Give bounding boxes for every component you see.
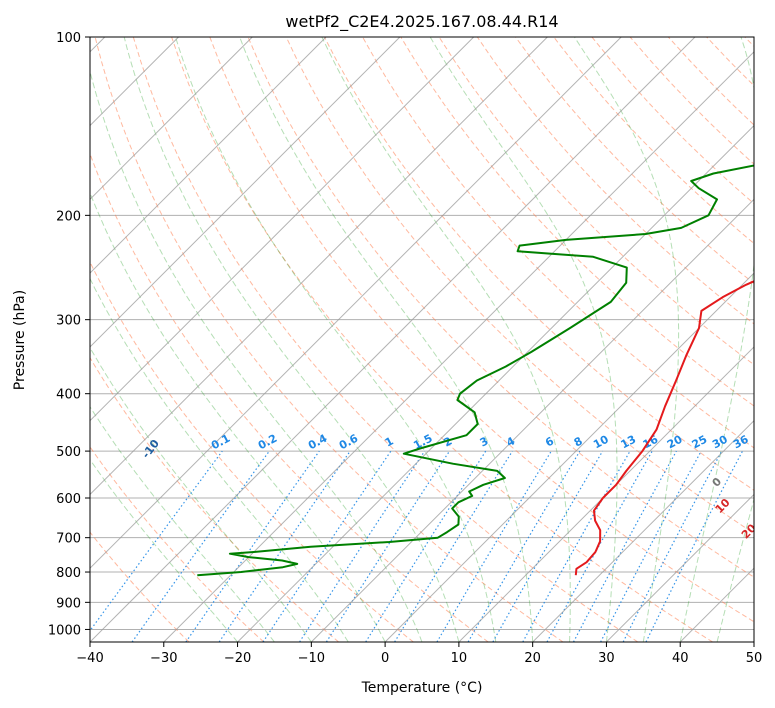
y-tick-label: 900: [56, 596, 81, 611]
mixing-ratio-line: [90, 450, 223, 632]
dry-adiabat-line: [90, 446, 265, 642]
dry-adiabat-line: [323, 37, 754, 491]
y-tick-label: 200: [56, 209, 81, 224]
x-axis-ticks: −40 −30 −20 −10 0 10 20 30 40 50: [76, 642, 762, 666]
y-tick-label: 500: [56, 445, 81, 460]
moist-adiabat-line: [175, 37, 497, 642]
dry-adiabat-line: [94, 37, 564, 642]
moist-adiabat-line: [90, 405, 275, 642]
adiabat-labels: 0.10.20.40.611.52346810131620253036-100-…: [90, 421, 754, 542]
y-tick-label: 700: [56, 532, 81, 547]
x-tick-label: 10: [451, 651, 468, 666]
mixing-ratio-line: [546, 450, 653, 642]
mixing-ratio-line: [218, 450, 351, 642]
sounding-series: [197, 164, 754, 577]
mixing-ratio-line: [394, 450, 513, 642]
isotherm-line: [90, 37, 253, 201]
mixing-ratio-label: 30: [710, 433, 730, 452]
mixing-ratio-lines: [90, 450, 744, 642]
dewpoint-profile-line: [197, 164, 754, 577]
dry-adiabat-line: [90, 531, 190, 642]
isotherm-line: [458, 346, 754, 642]
moist-adiabat-line: [573, 37, 680, 642]
y-tick-label: 600: [56, 492, 81, 507]
isotherm-line: [90, 37, 696, 642]
moist-adiabat-line: [239, 37, 534, 642]
moist-adiabat-line: [90, 277, 349, 642]
mixing-ratio-line: [262, 450, 392, 642]
x-tick-label: −30: [150, 651, 177, 666]
dry-adiabat-line: [171, 37, 713, 642]
moist-adiabat-line: [321, 37, 571, 642]
x-tick-label: 20: [524, 651, 541, 666]
y-tick-label: 100: [56, 31, 81, 46]
x-tick-label: 30: [598, 651, 615, 666]
isotherms: [90, 37, 754, 642]
temperature-profile-line: [574, 280, 754, 576]
dry-adiabat-line: [362, 37, 754, 449]
mixing-ratio-line: [325, 450, 450, 642]
isotherm-line: [90, 37, 548, 496]
isotherm-line: [90, 37, 622, 569]
dry-adiabat-line: [515, 37, 754, 285]
mixing-ratio-line: [131, 450, 270, 642]
y-axis-label: Pressure (hPa): [12, 290, 28, 390]
moist-adiabat-line: [679, 37, 754, 642]
moist-adiabat-line: [123, 37, 460, 642]
moist-adiabat-line: [90, 346, 312, 642]
mixing-ratio-label: 36: [731, 433, 751, 452]
dry-adiabat-line: [90, 356, 339, 642]
mixing-ratio-label: 25: [690, 433, 710, 452]
dry-adiabat-line: [132, 37, 639, 642]
dry-adiabat-line: [90, 152, 489, 642]
x-tick-label: −20: [224, 651, 251, 666]
y-axis-ticks: 100 200 300 400 500 600 700 800 900 1000: [48, 31, 90, 638]
mixing-ratio-label: 20: [665, 433, 685, 452]
mixing-ratio-line: [572, 450, 677, 642]
isotherm-line: [90, 37, 475, 422]
x-tick-label: 50: [746, 651, 763, 666]
moist-adiabat-line: [90, 191, 386, 642]
mixing-ratio-line: [645, 450, 744, 642]
y-tick-label: 300: [56, 314, 81, 329]
isotherm-line: [310, 198, 754, 642]
x-tick-label: 40: [672, 651, 689, 666]
y-tick-label: 800: [56, 566, 81, 581]
isotherm-line: [606, 493, 754, 642]
isotherm-line: [237, 124, 754, 642]
moist-adiabat-line: [90, 458, 238, 642]
x-tick-label: −40: [76, 651, 103, 666]
mixing-ratio-line: [299, 450, 426, 642]
dry-adiabats: [90, 37, 754, 642]
y-tick-label: 1000: [48, 623, 81, 638]
moist-adiabat-line: [90, 69, 423, 642]
pressure-grid: [90, 37, 754, 630]
x-axis-label: Temperature (°C): [361, 680, 483, 696]
moist-adiabats: [90, 37, 754, 642]
isotherm-line: [163, 51, 754, 642]
chart-title: wetPf2_C2E4.2025.167.08.44.R14: [285, 12, 558, 32]
isotherm-line: [90, 37, 327, 274]
plot-area: 0.10.20.40.611.52346810131620253036-100-…: [90, 37, 754, 642]
y-tick-label: 400: [56, 388, 81, 403]
moist-adiabat-line: [429, 37, 618, 642]
x-tick-label: 0: [381, 651, 389, 666]
x-tick-label: −10: [298, 651, 325, 666]
dry-adiabat-line: [438, 37, 754, 366]
dry-adiabat-line: [209, 37, 754, 623]
isotherm-line: [384, 272, 754, 642]
mixing-ratio-line: [185, 450, 320, 642]
isotherm-line: [90, 37, 401, 348]
mixing-ratio-label: 13: [619, 433, 639, 452]
isotherm-line: [532, 419, 754, 642]
plot-frame: [89, 36, 755, 643]
mixing-ratio-label: 10: [591, 433, 611, 452]
